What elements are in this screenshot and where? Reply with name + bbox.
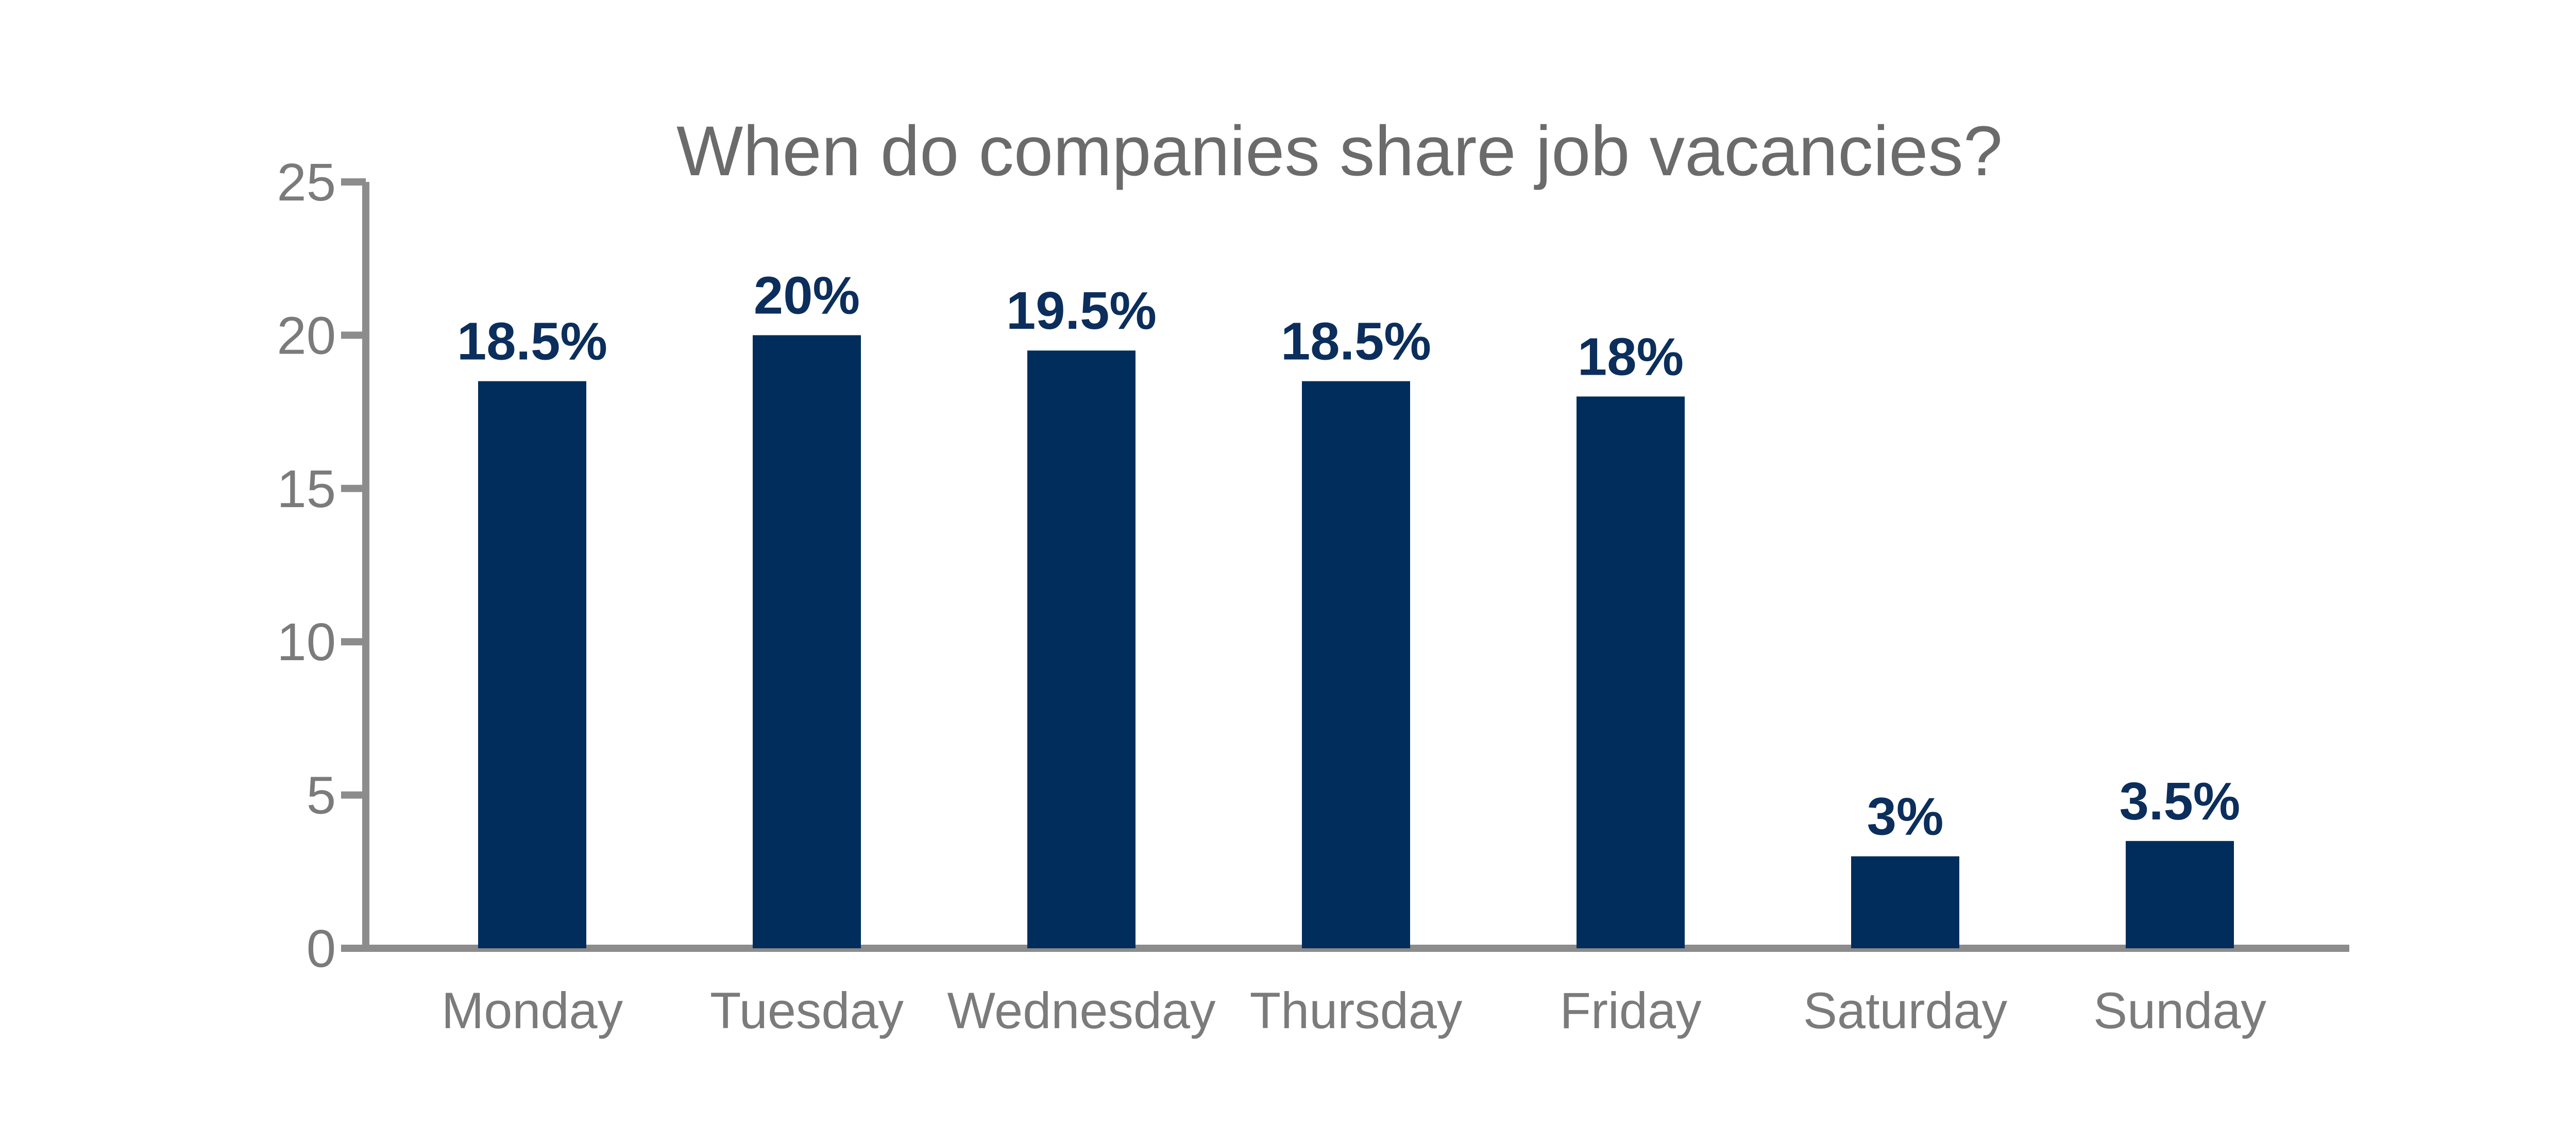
bar-saturday (1851, 856, 1959, 948)
x-tick-label: Monday (442, 982, 623, 1039)
bar-friday (1577, 396, 1685, 948)
x-tick-label: Sunday (2093, 982, 2266, 1039)
bar-wednesday (1027, 350, 1136, 948)
x-tick-label: Tuesday (710, 982, 904, 1039)
bar-tuesday (753, 335, 861, 948)
data-label: 18.5% (457, 312, 607, 371)
x-axis-labels: Monday Tuesday Wednesday Thursday Friday Satu… (442, 982, 2266, 1039)
y-tick-label: 10 (277, 612, 336, 672)
data-labels: 18.5% 20% 19.5% 18.5% 18% 3% 3.5% (457, 265, 2240, 846)
x-tick-label: Wednesday (947, 982, 1216, 1039)
data-label: 3.5% (2120, 772, 2241, 831)
bar-monday (478, 381, 586, 948)
data-label: 3% (1867, 787, 1944, 846)
y-axis-ticks: 0 5 10 15 20 25 (277, 153, 366, 978)
y-tick-label: 20 (277, 306, 336, 365)
bar-thursday (1302, 381, 1410, 948)
bars (478, 335, 2234, 948)
y-tick-label: 5 (307, 766, 336, 825)
x-tick-label: Thursday (1250, 982, 1463, 1039)
y-tick-label: 0 (307, 919, 336, 978)
x-tick-label: Saturday (1803, 982, 2008, 1039)
data-label: 19.5% (1006, 281, 1157, 340)
y-tick-label: 25 (277, 153, 336, 212)
bar-sunday (2126, 841, 2234, 948)
data-label: 20% (754, 265, 860, 325)
x-tick-label: Friday (1560, 982, 1702, 1039)
chart-title: When do companies share job vacancies? (676, 112, 2003, 191)
data-label: 18% (1578, 327, 1684, 386)
data-label: 18.5% (1281, 312, 1431, 371)
y-tick-label: 15 (277, 459, 336, 518)
